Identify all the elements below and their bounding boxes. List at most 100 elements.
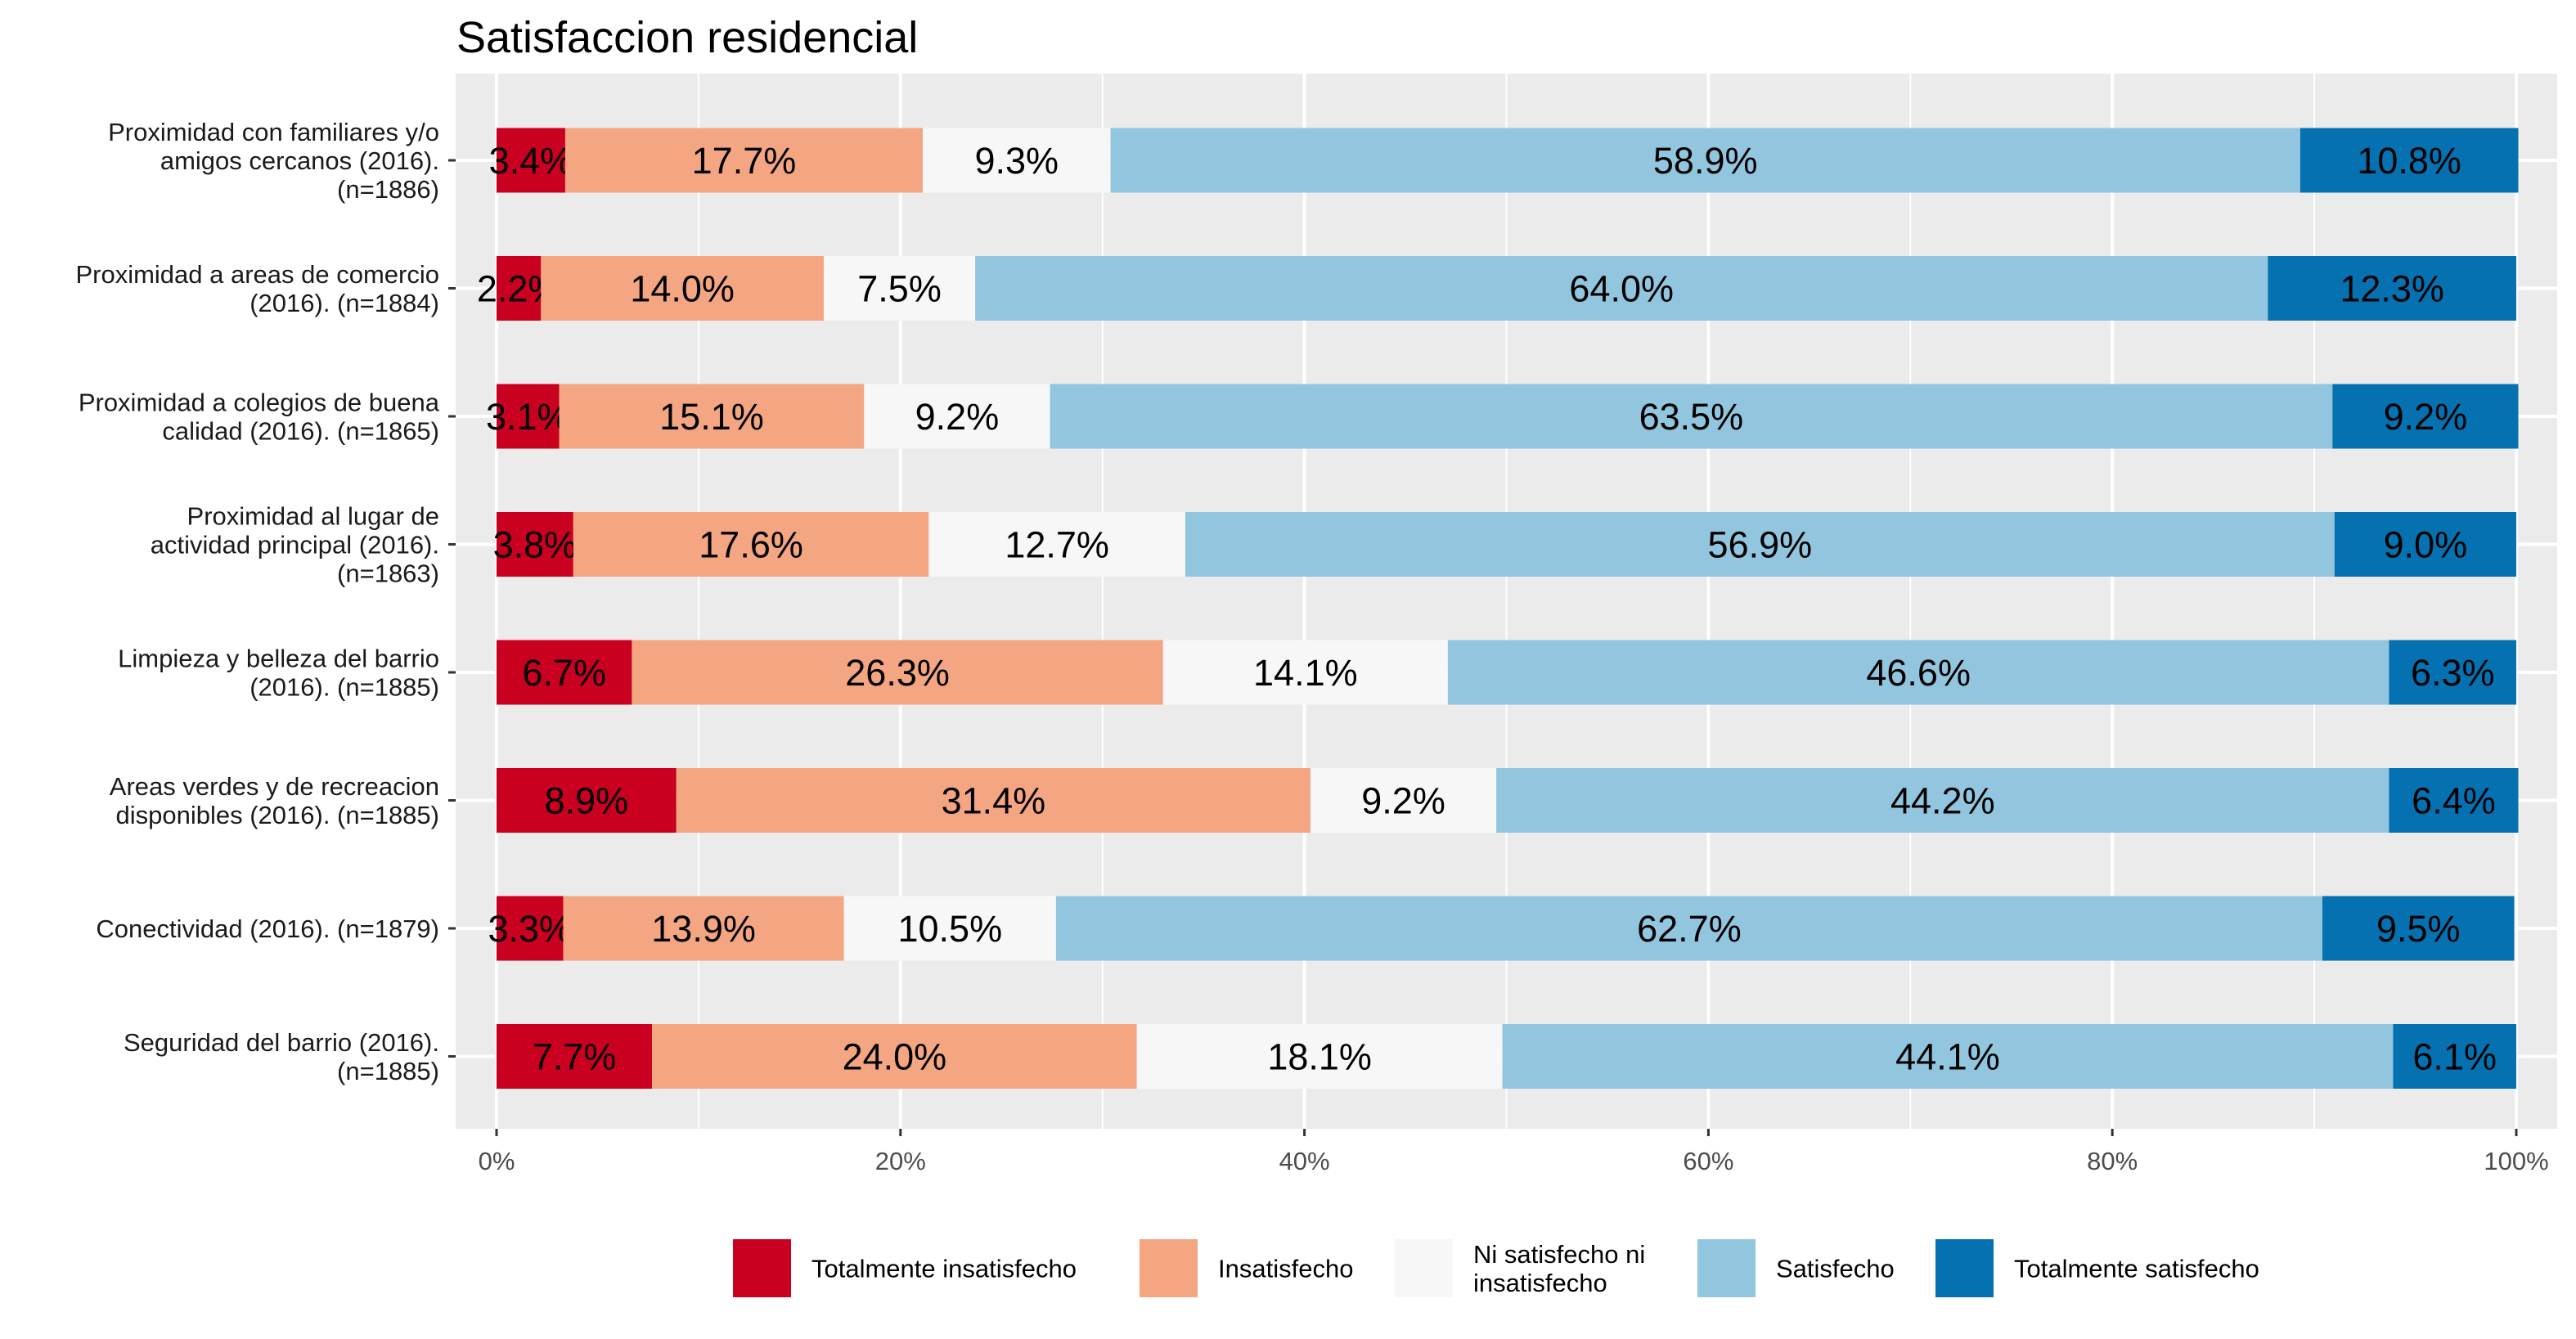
bar-value-label: 6.3% xyxy=(2411,652,2495,694)
bar-segment xyxy=(559,384,865,449)
bar-value-label: 44.2% xyxy=(1890,780,1995,822)
bar-value-label: 3.4% xyxy=(489,140,573,182)
legend-item: Satisfecho xyxy=(1697,1239,1895,1297)
bar-segment xyxy=(2393,1024,2516,1089)
bar-segment xyxy=(676,768,1311,833)
bar-segment xyxy=(497,128,565,193)
legend-key xyxy=(1697,1239,1756,1297)
bar-value-label: 3.3% xyxy=(488,908,572,950)
bar-segment xyxy=(2300,128,2519,193)
bar-value-label: 24.0% xyxy=(843,1036,947,1078)
bar-value-label: 12.3% xyxy=(2340,268,2444,310)
bar-segment xyxy=(497,768,677,833)
bar-segment xyxy=(2322,896,2515,961)
legend-label: Ni satisfecho ni insatisfecho xyxy=(1473,1240,1645,1297)
bar-segment xyxy=(1162,640,1448,705)
bar-value-label: 44.1% xyxy=(1895,1036,2000,1078)
bar-value-label: 15.1% xyxy=(659,396,764,438)
legend-label: Totalmente satisfecho xyxy=(2014,1255,2259,1283)
bar-segment xyxy=(864,384,1050,449)
bar-value-label: 17.6% xyxy=(699,524,803,566)
legend-item: Ni satisfecho ni insatisfecho xyxy=(1395,1239,1645,1297)
legend-item: Totalmente insatisfecho xyxy=(733,1239,1077,1297)
legend-item: Totalmente satisfecho xyxy=(1935,1239,2259,1297)
x-tick-label: 80% xyxy=(2087,1147,2138,1175)
bar-value-label: 10.5% xyxy=(897,908,1002,950)
bar-segment xyxy=(1110,128,2300,193)
bar-value-label: 14.0% xyxy=(630,268,735,310)
bar-value-label: 9.2% xyxy=(1361,780,1445,822)
bar-segment xyxy=(928,512,1185,577)
bar-segment xyxy=(497,640,632,705)
x-axis: 0% 20% 40% 60% 80% 100% xyxy=(479,1129,2549,1175)
bar-value-label: 18.1% xyxy=(1267,1036,1372,1078)
bar-segment xyxy=(975,256,2268,321)
chart-title: Satisfaccion residencial xyxy=(456,13,918,62)
bar-value-label: 46.6% xyxy=(1866,652,1971,694)
bar-value-label: 9.2% xyxy=(2384,396,2468,438)
bar-value-label: 12.7% xyxy=(1005,524,1109,566)
bar-segment xyxy=(843,896,1056,961)
bar-segment xyxy=(497,384,560,449)
bar-value-label: 6.7% xyxy=(522,652,606,694)
legend-label: Satisfecho xyxy=(1776,1255,1895,1283)
bar-value-label: 13.9% xyxy=(651,908,756,950)
bar-segment xyxy=(541,256,824,321)
legend-key xyxy=(1395,1239,1453,1297)
bar-value-label: 58.9% xyxy=(1653,140,1758,182)
legend-item: Insatisfecho xyxy=(1140,1239,1353,1297)
bar-segment xyxy=(573,512,929,577)
bar-segment xyxy=(497,256,542,321)
bar-value-label: 56.9% xyxy=(1708,524,1813,566)
bar-segment xyxy=(2268,256,2516,321)
bar-segment xyxy=(563,896,844,961)
bar-segment xyxy=(823,256,976,321)
bar-value-label: 14.1% xyxy=(1253,652,1358,694)
bar-value-label: 9.0% xyxy=(2384,524,2468,566)
bar-value-label: 8.9% xyxy=(545,780,629,822)
x-tick-label: 60% xyxy=(1683,1147,1733,1175)
bar-segment xyxy=(922,128,1111,193)
legend: Totalmente insatisfecho Insatisfecho Ni sa… xyxy=(733,1239,2259,1297)
category-label: Proximidad con familiares y/o amigos cerc… xyxy=(108,118,439,204)
x-tick-label: 20% xyxy=(875,1147,926,1175)
legend-label: Totalmente insatisfecho xyxy=(811,1255,1077,1283)
category-axis: Proximidad con familiares y/o amigos cerc… xyxy=(75,118,456,1085)
x-tick-label: 0% xyxy=(479,1147,515,1175)
bar-segment xyxy=(1310,768,1497,833)
category-label: Areas verdes y de recreacion disponibles … xyxy=(110,772,439,829)
bar-segment xyxy=(1136,1024,1503,1089)
bar-segment xyxy=(2334,512,2516,577)
bar-segment xyxy=(1185,512,2335,577)
bar-segment xyxy=(1447,640,2389,705)
bar-value-label: 64.0% xyxy=(1569,268,1674,310)
bar-value-label: 63.5% xyxy=(1639,396,1744,438)
bar-value-label: 17.7% xyxy=(692,140,797,182)
category-label: Conectividad (2016). (n=1879) xyxy=(96,914,439,943)
bar-value-label: 3.1% xyxy=(486,396,570,438)
bar-value-label: 7.5% xyxy=(857,268,942,310)
bar-segment xyxy=(2389,640,2516,705)
bar-segment xyxy=(632,640,1163,705)
x-tick-label: 100% xyxy=(2484,1147,2548,1175)
bar-segment xyxy=(1496,768,2389,833)
bar-value-label: 6.4% xyxy=(2412,780,2496,822)
bar-segment xyxy=(497,1024,653,1089)
bar-segment xyxy=(497,512,573,577)
bar-segment xyxy=(1502,1024,2394,1089)
bar-value-label: 26.3% xyxy=(845,652,950,694)
bar-value-label: 6.1% xyxy=(2412,1036,2497,1078)
bar-value-label: 9.3% xyxy=(974,140,1059,182)
bar-value-label: 9.2% xyxy=(915,396,1000,438)
category-label: Proximidad a areas de comercio (2016). (n… xyxy=(75,260,439,317)
bar-segment xyxy=(497,896,564,961)
bar-segment xyxy=(564,128,923,193)
bar-segment xyxy=(1055,896,2322,961)
legend-label: Insatisfecho xyxy=(1218,1255,1353,1283)
legend-key xyxy=(1140,1239,1198,1297)
bar-value-label: 10.8% xyxy=(2357,140,2461,182)
bar-segment xyxy=(652,1024,1137,1089)
bar-value-label: 62.7% xyxy=(1637,908,1742,950)
bar-value-label: 9.5% xyxy=(2376,908,2461,950)
